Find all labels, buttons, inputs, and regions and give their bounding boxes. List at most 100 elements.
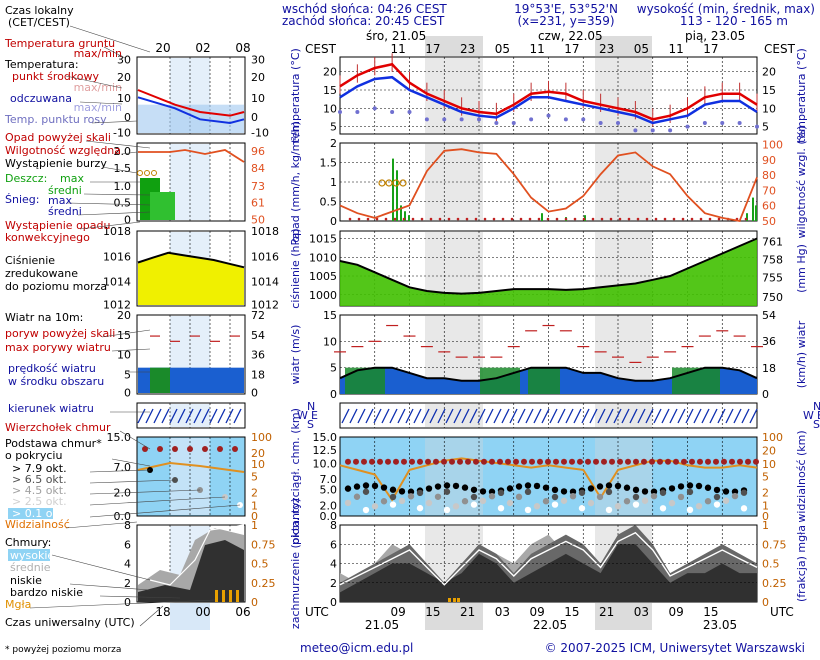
wind-speed-band (345, 367, 385, 394)
cloud-top-dot (729, 458, 735, 465)
legend-text: o pokryciu (5, 449, 62, 462)
legend-y2-tick-label: 0 (251, 596, 258, 609)
cloud-base-dot (623, 484, 631, 491)
local-hour-label: 05 (495, 42, 510, 56)
wind-direction-arrow (413, 408, 422, 424)
legend-y2-tick-label: 96 (251, 145, 265, 158)
cloud-base-dot (551, 493, 559, 501)
legend-text: zredukowane (5, 267, 78, 280)
cloud-base-dot (470, 501, 478, 508)
y-tick-label: 0.5 (320, 196, 338, 209)
cloud-base-dot (443, 488, 451, 495)
legend-utc-band (170, 603, 210, 630)
y-tick-label: 1015 (309, 233, 337, 246)
sunrise-text: wschód słońca: 04:26 CEST (282, 2, 447, 16)
cest-label-right: CEST (764, 42, 796, 56)
y2-tick-label: 755 (762, 272, 783, 285)
legend-y-tick-label: 7.0 (114, 461, 132, 474)
cloud-base-dot (353, 483, 361, 490)
legend-y2-tick-label: 1012 (251, 299, 279, 312)
cloud-base-dot (380, 484, 388, 491)
legend-text: niskie (10, 574, 42, 587)
dew-point-dot (755, 124, 759, 129)
dew-point-dot (563, 117, 568, 122)
legend-wind-direction-arrow (145, 408, 154, 424)
axis-title: opad (mm/h, kg/m²/h) (289, 121, 302, 242)
legend-y2-tick-label: 1 (251, 500, 258, 513)
legend-utc-hour-label: 18 (155, 605, 170, 619)
y2-tick-label: 15 (762, 84, 776, 97)
legend-rain-mean-area (150, 192, 175, 220)
legend-text: Opad powyżej skali (5, 131, 111, 144)
cloud-top-dot (449, 458, 455, 465)
cloud-base-dot (677, 493, 685, 501)
y2-tick-label: 20 (762, 66, 776, 79)
cloud-top-dot (577, 458, 583, 465)
wind-direction-arrow (437, 408, 446, 424)
y2-tick-label: 761 (762, 236, 783, 249)
y-tick-label: 4 (330, 558, 337, 571)
night-footer-band (425, 603, 483, 630)
legend-text: Wilgotność względna (5, 144, 121, 157)
night-band (595, 404, 652, 427)
cloud-base-dot (641, 497, 649, 504)
cloud-top-dot (369, 458, 375, 465)
cloud-base-dot (587, 485, 595, 492)
wind-direction-arrow (469, 408, 478, 424)
dew-point-dot (598, 121, 603, 125)
wind-direction-arrow (613, 408, 622, 424)
legend-y2-tick-label: 73 (251, 180, 265, 193)
cloud-base-dot (605, 482, 613, 489)
cloud-base-dot (470, 486, 478, 493)
convective-precip-dot (384, 217, 388, 221)
cloud-base-dot (479, 497, 487, 505)
y2-tick-label: 10 (762, 102, 776, 115)
pressure-area (340, 238, 757, 306)
compass-label: E (817, 409, 820, 422)
y2-tick-label: 10 (762, 458, 776, 471)
wind-direction-arrow (701, 408, 710, 424)
legend-text: Deszcz: (5, 172, 47, 185)
legend-wind-direction-arrow (193, 408, 202, 424)
convective-precip-dot (573, 217, 577, 221)
cloud-top-dot (665, 458, 671, 465)
legend-text: max/min (74, 101, 122, 114)
wind-direction-arrow (557, 408, 566, 424)
cloud-base-dot (407, 493, 415, 500)
axis-title-right: temperatura (°C) (795, 48, 808, 143)
cloud-base-dot (560, 488, 568, 495)
cloud-base-dot (686, 506, 694, 514)
convective-precip-dot (627, 217, 631, 221)
leader-line (89, 504, 241, 518)
convective-precip-dot (681, 217, 685, 221)
local-hour-label: 11 (668, 42, 683, 56)
convective-precip-dot (564, 217, 568, 221)
wind-direction-arrow (517, 408, 526, 424)
email-link[interactable]: meteo@icm.edu.pl (300, 641, 413, 655)
legend-text: Ciśnienie (5, 254, 55, 267)
legend-wind-direction-arrow (217, 408, 226, 424)
legend-text: > 4.5 okt. (12, 484, 67, 497)
dew-point-dot (633, 128, 638, 133)
dew-point-dot (511, 121, 516, 125)
cloud-top-dot (497, 458, 503, 465)
wind-direction-arrow (533, 408, 542, 424)
y-tick-label: 0 (330, 388, 337, 401)
leader-line (139, 605, 164, 627)
y2-tick-label: 0 (762, 388, 769, 401)
legend-y2-tick-label: 1 (251, 519, 258, 532)
legend-y2-tick-label: 72 (251, 309, 265, 322)
cloud-base-dot (434, 483, 442, 490)
convective-precip-dot (420, 217, 424, 221)
coords-text: 19°53'E, 53°52'N (514, 2, 618, 16)
utc-hour-label: 15 (425, 605, 440, 619)
cloud-base-dot (497, 489, 505, 497)
wind-direction-arrow (589, 408, 598, 424)
legend-text: bardzo niskie (10, 586, 83, 599)
y2-tick-label: 60 (762, 200, 776, 213)
convective-precip-dot (690, 217, 694, 221)
legend-low-cloud (138, 540, 244, 602)
legend-y2-tick-label: 10 (251, 458, 265, 471)
y-tick-label: 15.0 (313, 431, 338, 444)
y2-tick-label: 18 (762, 362, 776, 375)
